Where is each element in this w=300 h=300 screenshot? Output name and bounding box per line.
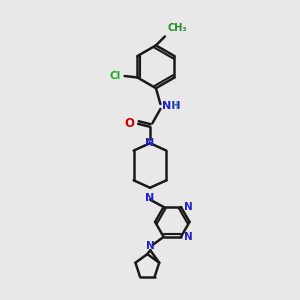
Text: N: N xyxy=(146,193,154,203)
Text: N: N xyxy=(184,202,193,212)
Text: O: O xyxy=(124,117,134,130)
Text: N: N xyxy=(146,241,155,251)
Text: CH₃: CH₃ xyxy=(168,23,188,34)
Text: H: H xyxy=(171,101,178,111)
Text: N: N xyxy=(184,232,193,242)
Text: N: N xyxy=(146,138,154,148)
Text: Cl: Cl xyxy=(110,71,121,81)
Text: NH: NH xyxy=(162,101,180,111)
